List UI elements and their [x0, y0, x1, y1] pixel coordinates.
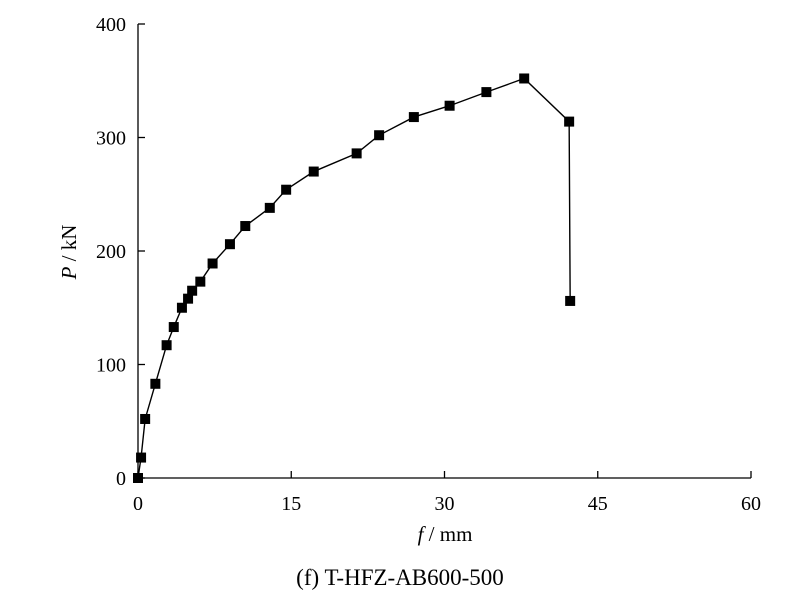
y-axis-var: P — [57, 266, 81, 280]
x-axis-label: f / mm — [418, 522, 473, 546]
data-point — [150, 378, 161, 389]
y-tick-label: 100 — [96, 355, 126, 377]
data-point — [564, 116, 575, 127]
data-point — [224, 239, 235, 250]
data-point — [565, 295, 576, 306]
data-point — [207, 258, 218, 269]
data-point — [281, 184, 292, 195]
data-point — [133, 473, 143, 483]
x-tick-label: 15 — [281, 493, 301, 515]
y-tick-label: 0 — [116, 468, 126, 490]
chart-caption: (f) T-HFZ-AB600-500 — [296, 565, 504, 590]
data-point — [195, 276, 206, 287]
y-axis-unit: / kN — [57, 225, 81, 267]
x-tick-label: 0 — [133, 493, 143, 515]
data-point — [308, 166, 319, 177]
data-point — [176, 302, 187, 313]
data-point — [444, 100, 455, 111]
x-tick-label: 60 — [741, 493, 761, 515]
data-point — [140, 413, 151, 424]
series-group — [133, 73, 576, 483]
data-point — [264, 202, 275, 213]
y-tick-label: 200 — [96, 241, 126, 263]
data-point — [161, 340, 172, 351]
data-point — [183, 293, 194, 304]
data-point — [374, 130, 385, 141]
x-tick-label: 45 — [588, 493, 608, 515]
data-point — [351, 148, 362, 159]
data-point — [408, 112, 419, 123]
y-tick-label: 400 — [96, 14, 126, 36]
data-point — [136, 452, 147, 463]
x-axis-unit: / mm — [423, 522, 472, 546]
series-line — [137, 77, 571, 479]
data-point — [240, 221, 251, 232]
data-point — [481, 87, 492, 98]
data-point — [519, 73, 530, 84]
x-tick-label: 30 — [435, 493, 455, 515]
y-tick-label: 300 — [96, 128, 126, 150]
data-point — [168, 322, 179, 333]
data-point — [187, 285, 198, 296]
axes: 0 15 30 45 60 0 100 200 300 400 — [96, 14, 761, 515]
chart: 0 15 30 45 60 0 100 200 300 400 f / mm P / kN — [57, 14, 761, 546]
y-axis-label: P / kN — [57, 225, 81, 281]
x-axis-var: f — [418, 522, 427, 546]
